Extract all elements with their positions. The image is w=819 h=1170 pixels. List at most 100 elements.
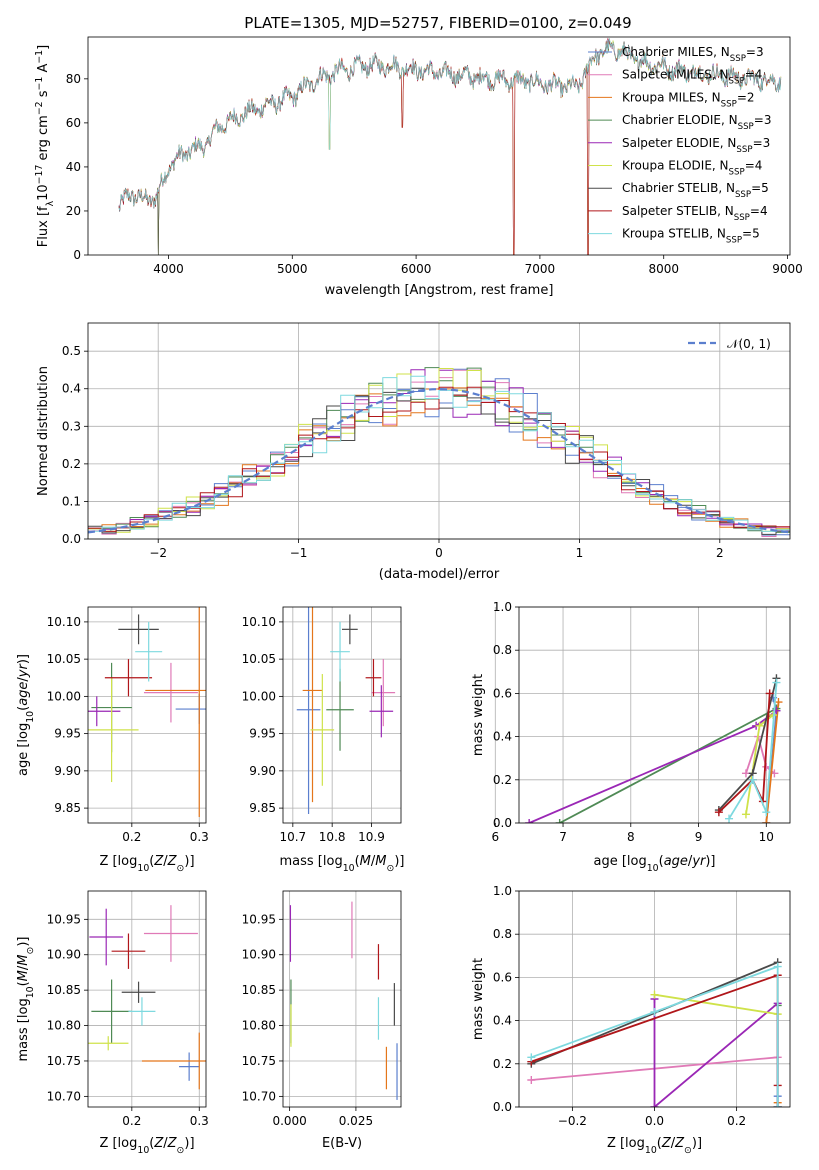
legend-entry: Chabrier STELIB, NSSP=5 bbox=[622, 181, 769, 200]
x-axis-label: wavelength [Angstrom, rest frame] bbox=[325, 283, 554, 298]
y-tick-label: 40 bbox=[66, 160, 81, 174]
weight-marker bbox=[765, 689, 774, 698]
axes-frame bbox=[518, 890, 791, 1108]
y-tick-label: 0.4 bbox=[62, 382, 81, 396]
plot-area bbox=[88, 607, 206, 818]
weight-marker bbox=[772, 678, 781, 687]
errorbar-point-2 bbox=[371, 659, 396, 727]
plot-area bbox=[296, 607, 396, 815]
axes-frame bbox=[87, 606, 207, 824]
weight-marker bbox=[755, 721, 764, 730]
errorbar-point-6 bbox=[88, 1036, 129, 1051]
y-tick-label: 0.5 bbox=[62, 344, 81, 358]
x-axis-label: Z [log10(Z/Z⊙)] bbox=[99, 1136, 194, 1156]
y-tick-label: 0.8 bbox=[493, 643, 512, 657]
x-tick-label: 9 bbox=[695, 830, 703, 844]
y-tick-label: 0.0 bbox=[62, 532, 81, 546]
x-tick-label: 0.3 bbox=[190, 830, 209, 844]
axes-frame bbox=[87, 890, 207, 1108]
y-tick-label: 10.10 bbox=[47, 615, 81, 629]
panel-mass_vs_Z: 0.2 0.3 10.70 10.75 10.80 10.85 10.90 10.95 Z [l… bbox=[16, 890, 209, 1156]
y-tick-label: 60 bbox=[66, 116, 81, 130]
y-tick-label: 10.00 bbox=[242, 689, 276, 703]
errorbar-point-3 bbox=[145, 607, 206, 818]
errorbar-point-4 bbox=[326, 668, 354, 751]
y-tick-label: 10.80 bbox=[242, 1019, 276, 1033]
y-axis-label: mass weight bbox=[471, 958, 486, 1040]
y-tick-label: 10.70 bbox=[47, 1089, 81, 1103]
y-tick-label: 80 bbox=[66, 72, 81, 86]
weight-marker bbox=[527, 1053, 536, 1062]
axes-frame bbox=[87, 36, 791, 256]
weight-marker bbox=[725, 814, 734, 823]
legend-entry: Kroupa MILES, NSSP=2 bbox=[622, 90, 755, 109]
x-tick-label: 7 bbox=[559, 830, 567, 844]
weight-series-9 bbox=[725, 678, 781, 823]
residual-hist-9 bbox=[88, 375, 790, 534]
weight-marker bbox=[773, 962, 782, 971]
y-tick-label: 9.95 bbox=[54, 727, 81, 741]
weight-marker bbox=[741, 769, 750, 778]
y-axis-label: Normed distribution bbox=[36, 366, 51, 496]
y-tick-label: 9.95 bbox=[249, 727, 276, 741]
y-tick-label: 10.75 bbox=[242, 1054, 276, 1068]
errorbar-point-1 bbox=[179, 1052, 200, 1081]
axes-frame bbox=[518, 606, 791, 824]
panel-age_vs_Z: 0.2 0.3 9.85 9.90 9.95 10.00 10.05 10.10 Z [log1… bbox=[16, 606, 209, 874]
legend-entry: Chabrier ELODIE, NSSP=3 bbox=[622, 113, 771, 132]
y-tick-label: 9.85 bbox=[54, 801, 81, 815]
y-tick-label: 10.90 bbox=[47, 948, 81, 962]
weight-marker bbox=[773, 1103, 782, 1107]
x-tick-label: 4000 bbox=[153, 262, 184, 276]
weight-marker bbox=[741, 810, 750, 819]
x-tick-label: 8 bbox=[627, 830, 635, 844]
x-tick-label: 1 bbox=[576, 546, 584, 560]
x-tick-label: 7000 bbox=[525, 262, 556, 276]
weight-marker bbox=[748, 775, 757, 784]
errorbar-point-7 bbox=[342, 614, 358, 645]
errorbar-point-5 bbox=[88, 696, 121, 727]
panel-residuals: −2 −1 0 1 2 0.0 0.1 0.2 0.3 0.4 0.5 (data-model)/er… bbox=[36, 322, 791, 582]
y-tick-label: 1.0 bbox=[493, 600, 512, 614]
x-tick-label: 0.2 bbox=[727, 1114, 746, 1128]
errorbar-point-8 bbox=[111, 933, 146, 969]
plot-area bbox=[527, 958, 782, 1107]
weight-marker bbox=[555, 819, 564, 823]
y-tick-label: 1.0 bbox=[493, 884, 512, 898]
errorbar-point-6 bbox=[310, 674, 335, 786]
x-tick-label: 10.8 bbox=[319, 830, 346, 844]
x-axis-label: mass [log10(M/M⊙)] bbox=[280, 854, 405, 874]
legend-entry: Chabrier MILES, NSSP=3 bbox=[622, 45, 764, 64]
y-tick-label: 10.75 bbox=[47, 1054, 81, 1068]
errorbar-point-2 bbox=[143, 662, 198, 723]
weight-marker bbox=[762, 819, 771, 823]
y-tick-label: 0.0 bbox=[493, 816, 512, 830]
spectrum-line-9 bbox=[118, 38, 782, 211]
panel-weight_vs_age: 6 7 8 9 10 0.0 0.2 0.4 0.6 0.8 1.0 age [log10(age/y… bbox=[471, 600, 791, 874]
x-tick-label: 0.000 bbox=[272, 1114, 306, 1128]
x-tick-label: 5000 bbox=[277, 262, 308, 276]
errorbar-point-7 bbox=[118, 614, 159, 645]
weight-series-9 bbox=[527, 962, 782, 1107]
errorbar-point-3 bbox=[141, 1032, 206, 1090]
y-tick-label: 0 bbox=[73, 248, 81, 262]
errorbar-point-8 bbox=[104, 659, 153, 697]
plot-area bbox=[289, 901, 398, 1100]
y-tick-label: 10.70 bbox=[242, 1089, 276, 1103]
weight-series-3 bbox=[762, 698, 783, 823]
y-tick-label: 9.90 bbox=[54, 764, 81, 778]
x-tick-label: 2 bbox=[716, 546, 724, 560]
x-tick-label: 0.2 bbox=[122, 830, 141, 844]
y-tick-label: 0.4 bbox=[493, 1014, 512, 1028]
panel-spectrum: 4000 5000 6000 7000 8000 9000 0 20 40 60 80 wavelen… bbox=[34, 36, 803, 298]
errorbar-point-4 bbox=[91, 979, 132, 1044]
errorbar-point-9 bbox=[135, 621, 163, 682]
errorbar-point-7 bbox=[121, 981, 156, 1003]
y-tick-label: 9.85 bbox=[249, 801, 276, 815]
errorbar-point-2 bbox=[143, 905, 198, 962]
panel-weight_vs_Z: −0.2 0.0 0.2 0.0 0.2 0.4 0.6 0.8 1.0 Z [log10(Z/Z… bbox=[471, 884, 791, 1156]
weight-line bbox=[728, 682, 778, 820]
x-axis-label: age [log10(age/yr)] bbox=[593, 854, 715, 874]
x-tick-label: −0.2 bbox=[558, 1114, 587, 1128]
